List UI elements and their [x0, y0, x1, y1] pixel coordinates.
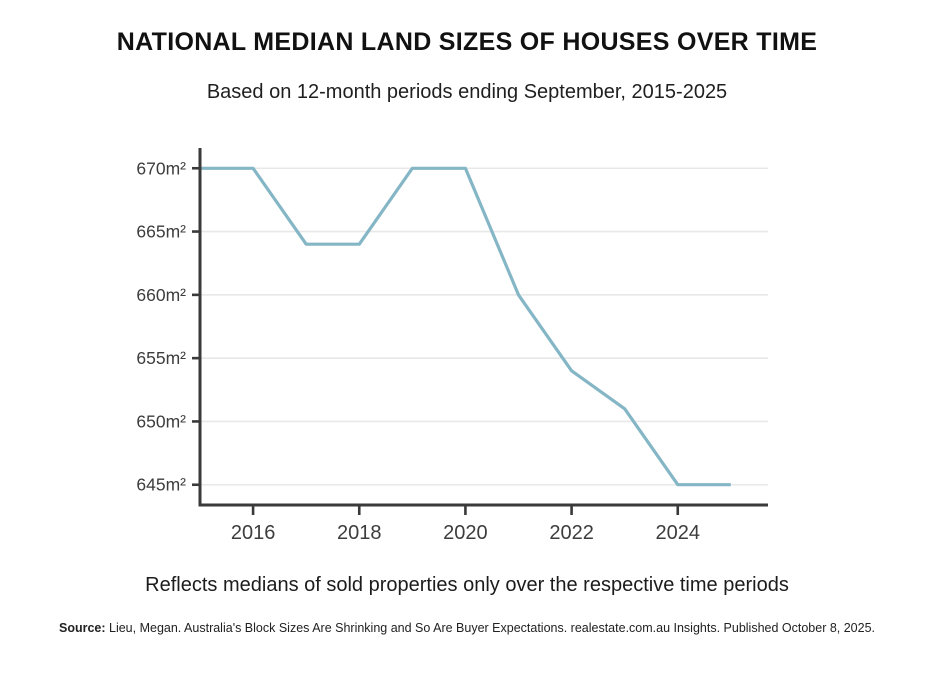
y-tick-label: 670m²	[136, 158, 186, 178]
x-tick-label: 2022	[549, 522, 594, 540]
chart-subtitle: Based on 12-month periods ending Septemb…	[206, 81, 728, 103]
x-tick-label: 2024	[656, 522, 701, 540]
chart-note: Reflects medians of sold properties only…	[145, 574, 789, 596]
line-chart: 645m² 650m² 655m² 660m² 665m² 670m² 2016 2018 20…	[136, 148, 768, 544]
y-tick-label: 660m²	[136, 285, 186, 305]
source-text: Lieu, Megan. Australia's Block Sizes Are…	[105, 621, 876, 635]
infographic: NATIONAL MEDIAN LAND SIZES OF HOUSES OVE…	[0, 27, 934, 674]
y-tick-label: 655m²	[136, 348, 186, 368]
chart-area: 645m² 650m² 655m² 660m² 665m² 670m² 2016 2018 20…	[0, 130, 934, 544]
page-title: NATIONAL MEDIAN LAND SIZES OF HOUSES OVE…	[116, 28, 818, 56]
source-line: Source: Lieu, Megan. Australia's Block S…	[0, 620, 934, 636]
y-tick-label: 650m²	[136, 411, 186, 431]
x-tick-label: 2016	[231, 522, 276, 540]
y-tick-label: 645m²	[136, 475, 186, 495]
data-line	[200, 166, 731, 487]
source-label: Source:	[58, 621, 106, 635]
x-tick-label: 2018	[337, 522, 382, 540]
y-tick-label: 665m²	[136, 222, 186, 242]
x-tick-label: 2020	[443, 522, 488, 540]
